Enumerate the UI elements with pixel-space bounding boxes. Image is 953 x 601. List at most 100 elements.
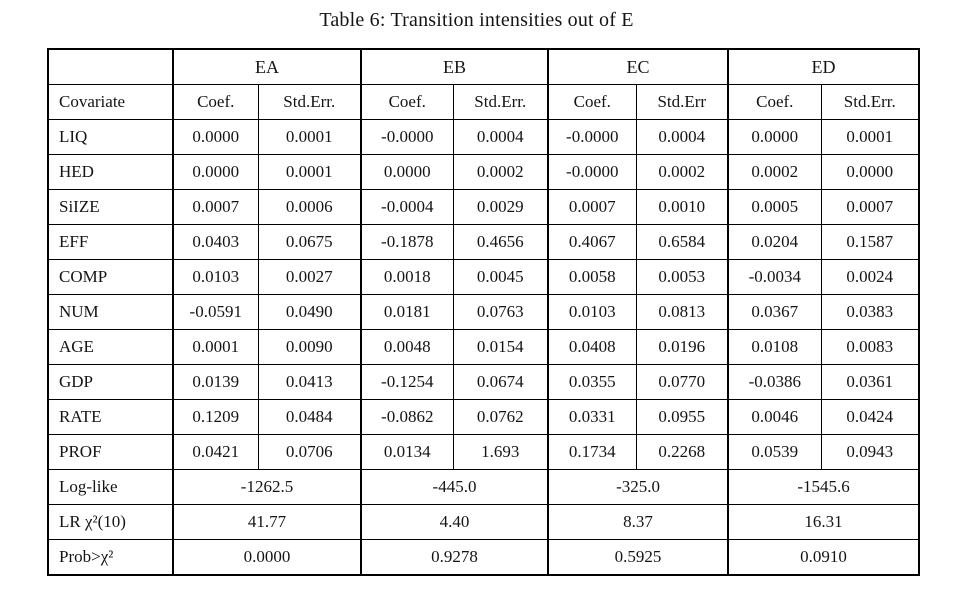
row-label: RATE (47, 399, 174, 435)
row-label: SiIZE (47, 189, 174, 225)
cell: 0.0045 (452, 259, 549, 295)
cell: -0.0004 (360, 189, 454, 225)
column-header-ec-stderr: Std.Err (635, 84, 729, 120)
cell: 0.1734 (547, 434, 637, 470)
table-row: NUM -0.0591 0.0490 0.0181 0.0763 0.0103 … (47, 294, 920, 330)
cell: 0.0027 (257, 259, 362, 295)
table-caption: Table 6: Transition intensities out of E (319, 9, 634, 31)
cell: 0.0706 (257, 434, 362, 470)
table-row: HED 0.0000 0.0001 0.0000 0.0002 -0.0000 … (47, 154, 920, 190)
cell: 0.0355 (547, 364, 637, 400)
table-row: LIQ 0.0000 0.0001 -0.0000 0.0004 -0.0000… (47, 119, 920, 155)
cell: 0.0000 (172, 119, 259, 155)
cell: -0.1878 (360, 224, 454, 260)
table-body: LIQ 0.0000 0.0001 -0.0000 0.0004 -0.0000… (47, 119, 920, 576)
column-header-ed-coef: Coef. (727, 84, 822, 120)
summary-row-loglike: Log-like -1262.5 -445.0 -325.0 -1545.6 (47, 469, 920, 505)
cell: 0.0004 (452, 119, 549, 155)
table-row: EFF 0.0403 0.0675 -0.1878 0.4656 0.4067 … (47, 224, 920, 260)
column-header-covariate: Covariate (47, 84, 174, 120)
cell: -0.0000 (547, 154, 637, 190)
row-label: LIQ (47, 119, 174, 155)
cell: 0.4656 (452, 224, 549, 260)
cell: 0.0413 (257, 364, 362, 400)
row-label: GDP (47, 364, 174, 400)
cell: 0.0000 (360, 154, 454, 190)
column-header-eb-coef: Coef. (360, 84, 454, 120)
cell: 0.0763 (452, 294, 549, 330)
group-header-row: EA EB EC ED (47, 48, 920, 85)
cell: -1545.6 (727, 469, 920, 505)
cell: 0.0002 (452, 154, 549, 190)
cell: 0.0403 (172, 224, 259, 260)
column-header-ea-stderr: Std.Err. (257, 84, 362, 120)
cell: -0.0386 (727, 364, 822, 400)
cell: 41.77 (172, 504, 362, 540)
table-row: AGE 0.0001 0.0090 0.0048 0.0154 0.0408 0… (47, 329, 920, 365)
cell: 0.0196 (635, 329, 729, 365)
cell: 0.0001 (257, 119, 362, 155)
cell: 0.0004 (635, 119, 729, 155)
cell: 0.0331 (547, 399, 637, 435)
column-header-row: Covariate Coef. Std.Err. Coef. Std.Err. … (47, 84, 920, 120)
summary-row-lr-chi2: LR χ²(10) 41.77 4.40 8.37 16.31 (47, 504, 920, 540)
row-label: HED (47, 154, 174, 190)
cell: 0.0007 (820, 189, 920, 225)
results-table: EA EB EC ED Covariate Coef. Std.Err. Coe… (47, 48, 921, 576)
cell: 0.0006 (257, 189, 362, 225)
cell: 0.0943 (820, 434, 920, 470)
cell: 0.1209 (172, 399, 259, 435)
cell: 0.0010 (635, 189, 729, 225)
cell: 0.0134 (360, 434, 454, 470)
cell: 0.0770 (635, 364, 729, 400)
cell: 0.0001 (257, 154, 362, 190)
cell: 0.0001 (172, 329, 259, 365)
cell: 0.0007 (547, 189, 637, 225)
cell: 8.37 (547, 504, 729, 540)
cell: -0.0000 (360, 119, 454, 155)
cell: 0.0083 (820, 329, 920, 365)
column-header-ec-coef: Coef. (547, 84, 637, 120)
cell: 0.0002 (727, 154, 822, 190)
cell: 4.40 (359, 504, 549, 540)
cell: 0.0154 (452, 329, 549, 365)
cell: -445.0 (359, 469, 549, 505)
cell: 0.0000 (727, 119, 822, 155)
cell: 0.0024 (820, 259, 920, 295)
cell: 0.0813 (635, 294, 729, 330)
cell: 0.0361 (820, 364, 920, 400)
cell: 0.1587 (820, 224, 920, 260)
cell: 0.4067 (547, 224, 637, 260)
cell: -325.0 (547, 469, 729, 505)
cell: 0.0484 (257, 399, 362, 435)
cell: 0.0103 (547, 294, 637, 330)
cell: 0.6584 (635, 224, 729, 260)
cell: -0.0862 (360, 399, 454, 435)
table-row: GDP 0.0139 0.0413 -0.1254 0.0674 0.0355 … (47, 364, 920, 400)
row-label: AGE (47, 329, 174, 365)
cell: 0.0408 (547, 329, 637, 365)
cell: 0.0058 (547, 259, 637, 295)
cell: 0.0000 (172, 154, 259, 190)
cell: 0.0048 (360, 329, 454, 365)
cell: 0.0029 (452, 189, 549, 225)
row-label: Log-like (47, 469, 174, 505)
cell: 0.0181 (360, 294, 454, 330)
table-row: SiIZE 0.0007 0.0006 -0.0004 0.0029 0.000… (47, 189, 920, 225)
cell: 0.0675 (257, 224, 362, 260)
cell: -0.0034 (727, 259, 822, 295)
row-label: EFF (47, 224, 174, 260)
cell: 0.0046 (727, 399, 822, 435)
cell: -0.0000 (547, 119, 637, 155)
cell: 0.9278 (359, 539, 549, 576)
cell: 0.0002 (635, 154, 729, 190)
row-label: Prob>χ² (47, 539, 174, 576)
column-header-ea-coef: Coef. (172, 84, 259, 120)
column-header-eb-stderr: Std.Err. (452, 84, 549, 120)
cell: 0.0539 (727, 434, 822, 470)
cell: 0.0000 (172, 539, 362, 576)
cell: 0.0424 (820, 399, 920, 435)
cell: 0.0001 (820, 119, 920, 155)
cell: 0.0421 (172, 434, 259, 470)
